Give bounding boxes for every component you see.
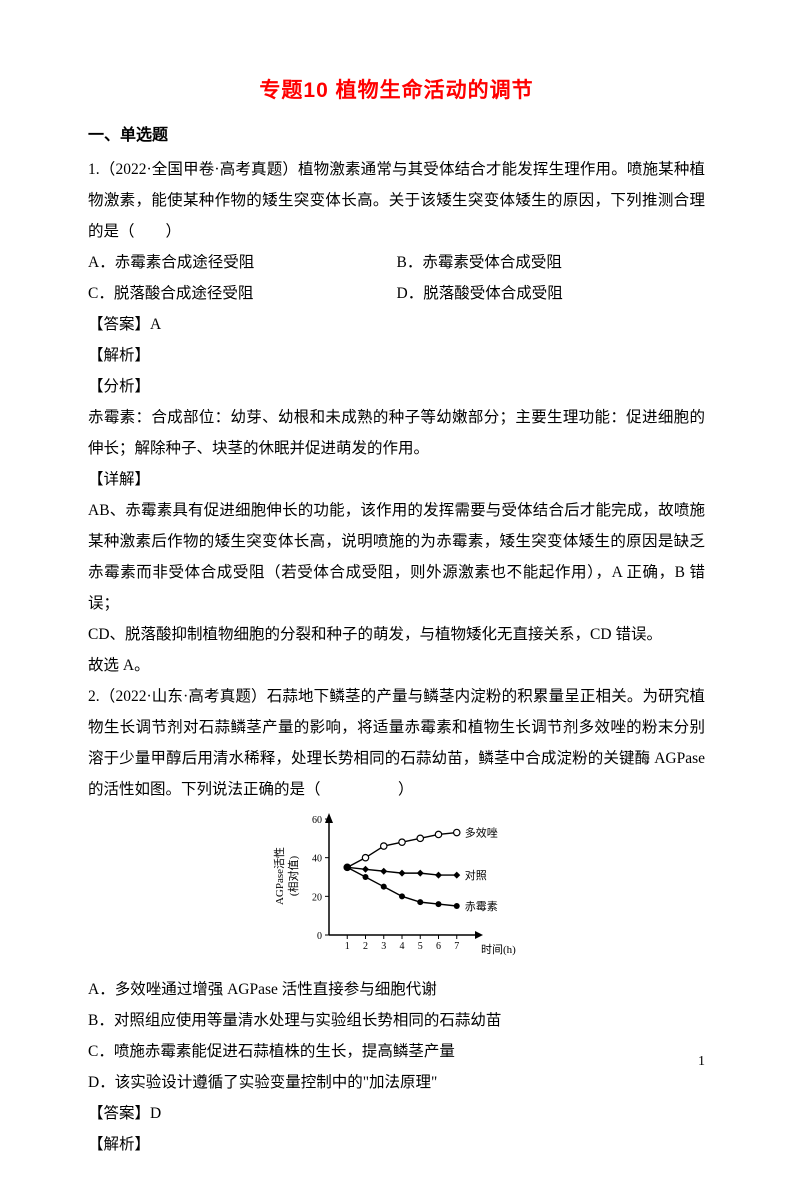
svg-text:0: 0 [317, 931, 322, 942]
svg-text:40: 40 [312, 854, 322, 865]
q1-xiangjie-head: 【详解】 [88, 464, 705, 495]
agpase-chart: 0 20 40 60 1 2 3 4 5 6 7 AGPase活性(相对值) 时间(h) 多效唑对照赤霉素 [267, 809, 527, 959]
q1-option-d: D．脱落酸受体合成受阻 [397, 278, 706, 309]
svg-text:2: 2 [363, 941, 368, 952]
q1-xiangjie-1: AB、赤霉素具有促进细胞伸长的功能，该作用的发挥需要与受体结合后才能完成，故喷施… [88, 495, 705, 619]
section-heading: 一、单选题 [88, 120, 705, 152]
q1-option-b: B．赤霉素受体合成受阻 [397, 247, 706, 278]
svg-text:7: 7 [454, 941, 459, 952]
q1-answer: 【答案】A [88, 309, 705, 340]
chart-ylabel-2: (相对值) [286, 856, 300, 897]
svg-text:60: 60 [312, 815, 322, 826]
svg-text:6: 6 [436, 941, 441, 952]
svg-text:5: 5 [417, 941, 422, 952]
page-number: 1 [698, 1054, 705, 1070]
svg-text:4: 4 [399, 941, 404, 952]
q2-option-c: C．喷施赤霉素能促进石蒜植株的生长，提高鳞茎产量 [88, 1036, 705, 1067]
chart-legend-对照: 对照 [464, 868, 486, 882]
chart-legend-赤霉素: 赤霉素 [464, 900, 497, 913]
svg-text:1: 1 [344, 941, 349, 952]
q2-option-d: D．该实验设计遵循了实验变量控制中的"加法原理" [88, 1067, 705, 1098]
q1-option-c: C．脱落酸合成途径受阻 [88, 278, 397, 309]
q1-xiangjie-2: CD、脱落酸抑制植物细胞的分裂和种子的萌发，与植物矮化无直接关系，CD 错误。 [88, 619, 705, 650]
q2-answer: 【答案】D [88, 1098, 705, 1129]
svg-text:20: 20 [312, 892, 322, 903]
q2-stem: 2.（2022·山东·高考真题）石蒜地下鳞茎的产量与鳞茎内淀粉的积累量呈正相关。… [88, 681, 705, 805]
q1-fenxi-head: 【分析】 [88, 371, 705, 402]
svg-text:3: 3 [381, 941, 386, 952]
chart-xlabel: 时间(h) [481, 943, 516, 956]
q2-option-b: B．对照组应使用等量清水处理与实验组长势相同的石蒜幼苗 [88, 1005, 705, 1036]
q1-options-row2: C．脱落酸合成途径受阻 D．脱落酸受体合成受阻 [88, 278, 705, 309]
chart-container: 0 20 40 60 1 2 3 4 5 6 7 AGPase活性(相对值) 时间(h) 多效唑对照赤霉素 [88, 809, 705, 970]
q2-jiexi: 【解析】 [88, 1129, 705, 1160]
chart-ylabel-1: AGPase活性 [272, 847, 286, 905]
chart-legend-多效唑: 多效唑 [464, 826, 497, 840]
q1-option-a: A．赤霉素合成途径受阻 [88, 247, 397, 278]
q1-options-row1: A．赤霉素合成途径受阻 B．赤霉素受体合成受阻 [88, 247, 705, 278]
q1-fenxi: 赤霉素：合成部位：幼芽、幼根和未成熟的种子等幼嫩部分；主要生理功能：促进细胞的伸… [88, 402, 705, 464]
page-title: 专题10 植物生命活动的调节 [88, 70, 705, 112]
q1-jiexi: 【解析】 [88, 340, 705, 371]
q1-stem: 1.（2022·全国甲卷·高考真题）植物激素通常与其受体结合才能发挥生理作用。喷… [88, 154, 705, 247]
q2-option-a: A．多效唑通过增强 AGPase 活性直接参与细胞代谢 [88, 974, 705, 1005]
q1-xiangjie-3: 故选 A。 [88, 650, 705, 681]
